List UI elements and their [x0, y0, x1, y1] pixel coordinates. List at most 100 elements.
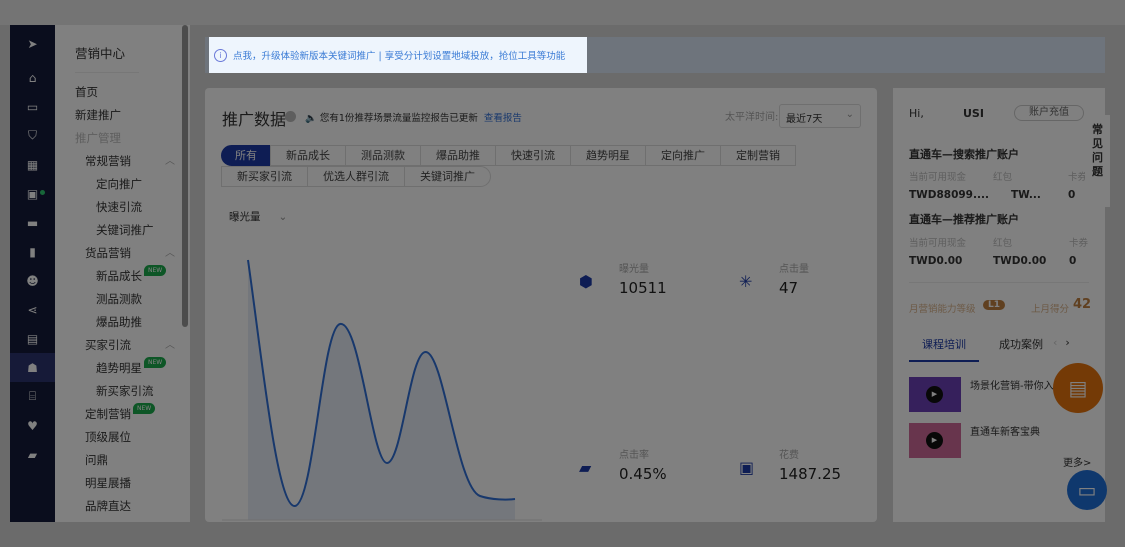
menu-item[interactable]: 趋势明星 NEW — [75, 357, 190, 380]
bank-icon[interactable]: ⌸ — [28, 389, 37, 403]
menu-item[interactable]: 明星展播 — [75, 472, 190, 495]
metric-label: 点击量 — [779, 264, 809, 275]
course-tabs: 课程培训 成功案例 ‹ › — [909, 336, 1070, 362]
cash-value: TWD88099.... — [909, 189, 989, 201]
chat-icon[interactable]: ▬ — [26, 215, 39, 230]
redpacket-value: TWD0.00 — [993, 255, 1047, 267]
divider — [909, 282, 1089, 283]
briefcase-icon[interactable]: ▰ — [27, 447, 38, 462]
briefcase-icon: ▰ — [579, 458, 592, 477]
menu-item[interactable]: 关键词推广 — [75, 219, 190, 242]
info-icon: i — [214, 48, 227, 62]
tab-item[interactable]: 爆品助推 — [420, 145, 496, 166]
metric-value: 0.45% — [619, 465, 667, 483]
tab-cases[interactable]: 成功案例 — [999, 338, 1043, 351]
more-link[interactable]: 更多> — [1063, 458, 1092, 469]
metric-0: ⬢ 曝光量 10511 — [579, 260, 667, 297]
notice-text: 您有1份推荐场景流量监控报告已更新 — [319, 113, 478, 124]
help-icon[interactable] — [285, 111, 296, 122]
trend-line — [247, 259, 516, 508]
tab-item[interactable]: 快速引流 — [495, 145, 571, 166]
menu-item[interactable]: 爆品助推 — [75, 311, 190, 334]
menu-item[interactable]: 定制营销 NEW — [75, 403, 190, 426]
menu-item[interactable]: 测品测款 — [75, 288, 190, 311]
redpacket-value: TW... — [1011, 189, 1041, 201]
new-badge: NEW — [144, 357, 167, 368]
view-report-link[interactable]: 查看报告 — [483, 113, 522, 124]
shield-icon[interactable]: ⛉ — [27, 128, 37, 142]
chevron-left-icon[interactable]: ‹ — [1053, 336, 1058, 349]
menu-item[interactable]: 定向推广 — [75, 173, 190, 196]
store-icon[interactable]: ▭ — [26, 99, 39, 114]
metric-2: ▰ 点击率 0.45% — [579, 446, 667, 483]
recharge-button[interactable]: 账户充值 — [1014, 105, 1084, 121]
menu-item-label: 买家引流 — [85, 338, 131, 352]
menu-item[interactable]: 新买家引流 — [75, 380, 190, 403]
tab-item[interactable]: 优选人群引流 — [307, 166, 405, 187]
menu-item[interactable]: 新品成长 NEW — [75, 265, 190, 288]
score-value: 42 — [1073, 297, 1092, 312]
metric-value: 47 — [779, 279, 799, 297]
navigation-icon[interactable]: ➤ — [27, 37, 38, 51]
score-label: 上月得分 — [1031, 304, 1070, 315]
menu-item-label: 货品营销 — [85, 246, 131, 260]
menu-item-label: 定制营销 — [85, 407, 131, 421]
marketing-icon[interactable]: ☗ — [10, 353, 55, 382]
report-fab-icon[interactable]: ▤ — [1053, 363, 1103, 413]
heart-icon[interactable]: ♥ — [27, 418, 38, 433]
menu-item[interactable]: 常规营销 ︿ — [75, 150, 190, 173]
date-range-value: 最近7天 — [786, 114, 823, 125]
tab-courses[interactable]: 课程培训 — [909, 336, 979, 362]
play-icon: ▶ — [926, 432, 943, 449]
metric-label: 曝光量 — [619, 264, 649, 275]
tab-item[interactable]: 定向推广 — [645, 145, 721, 166]
chevron-up-icon[interactable]: ︿ — [165, 248, 175, 259]
menu-item[interactable]: 快速引流 — [75, 196, 190, 219]
menu-item[interactable]: 买家引流 ︿ — [75, 334, 190, 357]
redpacket-label: 红包 — [993, 238, 1013, 249]
menu-item-label: 首页 — [75, 85, 98, 99]
level-badge: L1 — [983, 300, 1005, 310]
wallet-icon: ▣ — [739, 458, 755, 477]
tab-item[interactable]: 定制营销 — [720, 145, 796, 166]
menu-item[interactable]: 品牌直达 — [75, 495, 190, 518]
home-icon[interactable]: ⌂ — [28, 70, 37, 85]
metric-select[interactable]: 曝光量 ⌄ — [229, 209, 287, 224]
menu-item[interactable]: 问鼎 — [75, 449, 190, 472]
menu-item[interactable]: 新建推广 — [75, 104, 190, 127]
metric-value: 10511 — [619, 279, 667, 297]
menu-item-label: 快速引流 — [96, 200, 142, 214]
chevron-up-icon[interactable]: ︿ — [165, 340, 175, 351]
date-range-select[interactable]: 最近7天 ⌄ — [779, 104, 861, 128]
clipboard-icon[interactable]: ▤ — [26, 331, 39, 346]
tab-item[interactable]: 测品测款 — [345, 145, 421, 166]
coupon-label: 卡券 — [1068, 172, 1088, 183]
level-label: 月营销能力等级 — [909, 304, 976, 315]
tab-item[interactable]: 趋势明星 — [570, 145, 646, 166]
faq-label: 常见问题 — [1092, 123, 1103, 178]
tab-item[interactable]: 新买家引流 — [221, 166, 308, 187]
promotion-data-card: 推广数据 🔈 您有1份推荐场景流量监控报告已更新 查看报告 太平洋时间: 最近7天… — [205, 88, 877, 522]
menu-title: 营销中心 — [75, 43, 139, 73]
tab-item[interactable]: 新品成长 — [270, 145, 346, 166]
menu-item-label: 新买家引流 — [96, 384, 154, 398]
menu-item-label: 关键词推广 — [96, 223, 154, 237]
menu-scrollbar[interactable] — [182, 25, 188, 327]
video-icon[interactable]: ▣ — [10, 179, 55, 208]
chevron-right-icon[interactable]: › — [1065, 336, 1070, 349]
faq-button[interactable]: 常见问题 — [1085, 115, 1110, 207]
chevron-up-icon[interactable]: ︿ — [165, 156, 175, 167]
share-icon[interactable]: ⋖ — [27, 302, 38, 317]
menu-item[interactable]: 货品营销 ︿ — [75, 242, 190, 265]
tab-item[interactable]: 所有 — [221, 145, 271, 166]
bar-chart-icon[interactable]: ▮ — [29, 244, 36, 259]
tab-item[interactable]: 关键词推广 — [404, 166, 491, 187]
users-icon[interactable]: ☻ — [26, 273, 39, 288]
upgrade-banner[interactable]: i 点我，升级体验新版本关键词推广 | 享受分计划设置地域投放，抢位工具等功能 — [209, 37, 587, 73]
chat-fab-icon[interactable]: ▭ — [1067, 470, 1107, 510]
new-badge: NEW — [133, 403, 156, 414]
menu-item[interactable]: 顶级展位 — [75, 426, 190, 449]
apps-icon[interactable]: ▦ — [26, 157, 39, 172]
menu-item[interactable]: 首页 — [75, 81, 190, 104]
